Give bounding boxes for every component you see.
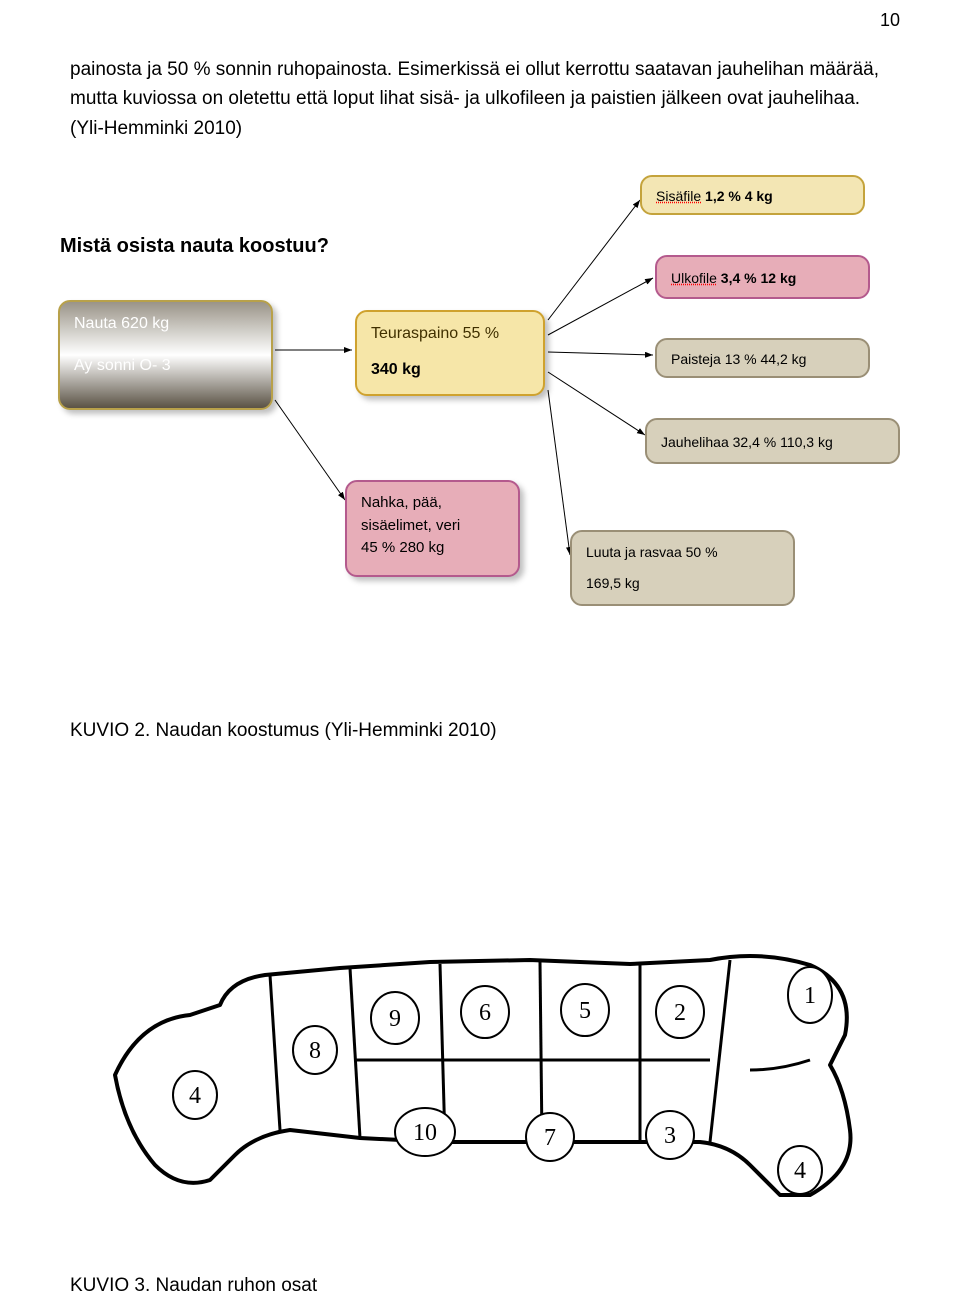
cow-diagram: 1 2 3 4 4 5 6 7 8 9 10 xyxy=(110,920,870,1210)
box-luuta: Luuta ja rasvaa 50 % 169,5 kg xyxy=(570,530,795,606)
box-paisteja: Paisteja 13 % 44,2 kg xyxy=(655,338,870,378)
nauta-line2: Ay sonni O- 3 xyxy=(74,354,257,378)
luuta-line1: Luuta ja rasvaa 50 % xyxy=(586,542,779,563)
caption-kuvio3: KUVIO 3. Naudan ruhon osat xyxy=(70,1275,317,1297)
teuras-line1: Teuraspaino 55 % xyxy=(371,322,529,346)
teuras-line2: 340 kg xyxy=(371,358,529,382)
svg-text:6: 6 xyxy=(479,1000,491,1026)
svg-text:2: 2 xyxy=(674,1000,686,1026)
nahka-line2: sisäelimet, veri xyxy=(361,515,504,538)
sisafile-underline: Sisäfile xyxy=(656,188,701,204)
box-nahka: Nahka, pää, sisäelimet, veri 45 % 280 kg xyxy=(345,480,520,577)
box-jauhelihaa: Jauhelihaa 32,4 % 110,3 kg xyxy=(645,418,900,464)
svg-text:3: 3 xyxy=(664,1123,676,1149)
box-ulkofile: Ulkofile 3,4 % 12 kg xyxy=(655,255,870,299)
svg-text:4: 4 xyxy=(794,1158,806,1184)
svg-text:10: 10 xyxy=(413,1120,437,1146)
page: 10 painosta ja 50 % sonnin ruhopainosta.… xyxy=(0,0,960,1314)
sisafile-rest: 1,2 % 4 kg xyxy=(701,188,773,204)
box-nauta: Nauta 620 kg Ay sonni O- 3 xyxy=(58,300,273,410)
box-teuraspaino: Teuraspaino 55 % 340 kg xyxy=(355,310,545,396)
svg-text:5: 5 xyxy=(579,998,591,1024)
paisteja-text: Paisteja 13 % 44,2 kg xyxy=(671,351,806,367)
svg-text:1: 1 xyxy=(804,983,816,1009)
svg-text:9: 9 xyxy=(389,1006,401,1032)
nahka-line1: Nahka, pää, xyxy=(361,492,504,515)
ulkofile-rest: 3,4 % 12 kg xyxy=(717,270,796,286)
svg-text:7: 7 xyxy=(544,1125,556,1151)
nahka-line3: 45 % 280 kg xyxy=(361,537,504,560)
ulkofile-underline: Ulkofile xyxy=(671,270,717,286)
svg-text:8: 8 xyxy=(309,1038,321,1064)
box-sisafile: Sisäfile 1,2 % 4 kg xyxy=(640,175,865,215)
caption-kuvio2: KUVIO 2. Naudan koostumus (Yli-Hemminki … xyxy=(70,720,497,742)
jauhe-text: Jauhelihaa 32,4 % 110,3 kg xyxy=(661,434,833,450)
svg-text:4: 4 xyxy=(189,1083,201,1109)
nauta-line1: Nauta 620 kg xyxy=(74,312,257,336)
luuta-line2: 169,5 kg xyxy=(586,573,779,594)
